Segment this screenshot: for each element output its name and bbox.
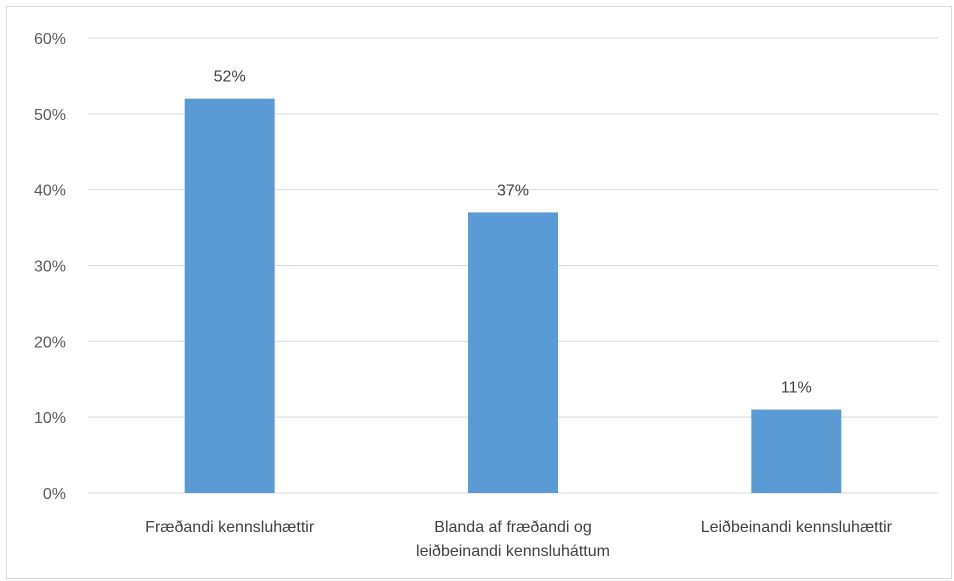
y-tick-label-40: 40%: [34, 183, 66, 200]
data-labels: 52% 37% 11%: [214, 69, 812, 397]
y-tick-label-50: 50%: [34, 107, 66, 124]
y-tick-label-30: 30%: [34, 259, 66, 276]
x-category-label-1: Fræðandi kennsluhættir: [145, 519, 315, 536]
bar-1: [184, 98, 275, 494]
y-axis-tick-labels: 0% 10% 20% 30% 40% 50% 60%: [34, 31, 66, 503]
x-category-label-3: Leiðbeinandi kennsluhættir: [701, 519, 893, 536]
y-tick-label-10: 10%: [34, 410, 66, 427]
y-tick-label-20: 20%: [34, 334, 66, 351]
data-label-2: 37%: [497, 182, 529, 199]
x-category-label-2: Blanda af fræðandi og leiðbeinandi kennsl…: [416, 519, 610, 560]
y-tick-label-60: 60%: [34, 31, 66, 48]
x-axis-category-labels: Fræðandi kennsluhættir Blanda af fræðandi…: [145, 519, 892, 560]
data-label-1: 52%: [214, 69, 246, 86]
bar-3: [751, 409, 842, 493]
bars: [184, 98, 842, 494]
y-tick-label-0: 0%: [43, 486, 66, 503]
bar-2: [468, 212, 558, 493]
data-label-3: 11%: [781, 380, 812, 397]
